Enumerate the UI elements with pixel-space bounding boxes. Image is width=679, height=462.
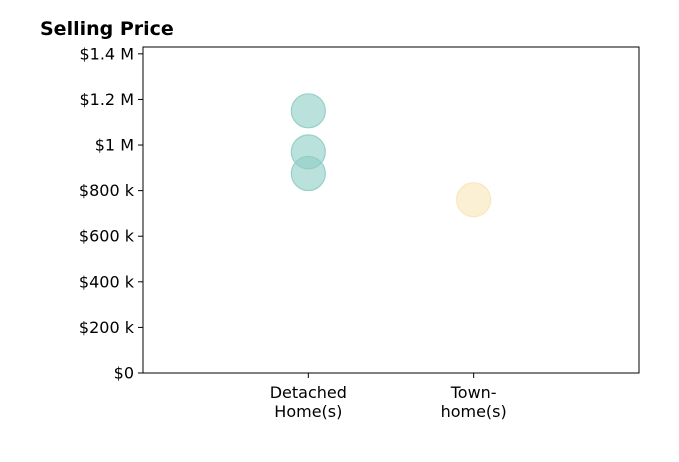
x-tick-label: Home(s) [274, 402, 342, 421]
x-tick-label: Town- [450, 383, 497, 402]
chart-title: Selling Price [40, 18, 174, 40]
y-tick-label: $1.2 M [79, 90, 134, 109]
y-axis: $0 $200 k $400 k $600 k $800 k $1 M $1.2 M $1.4… [79, 44, 143, 383]
x-tick-label: home(s) [441, 402, 507, 421]
y-tick-label: $1.4 M [79, 44, 134, 63]
data-points [290, 93, 492, 218]
y-tick-label: $600 k [79, 227, 135, 246]
data-point [290, 155, 326, 192]
data-point [290, 93, 326, 129]
y-tick-label: $0 [114, 364, 134, 383]
y-tick-label: $400 k [79, 272, 135, 291]
y-tick-label: $800 k [79, 181, 135, 200]
y-tick-label: $1 M [95, 136, 134, 155]
y-tick-label: $200 k [79, 318, 135, 337]
data-point [456, 182, 492, 218]
plot-frame [142, 46, 640, 374]
x-tick-label: Detached [270, 383, 347, 402]
